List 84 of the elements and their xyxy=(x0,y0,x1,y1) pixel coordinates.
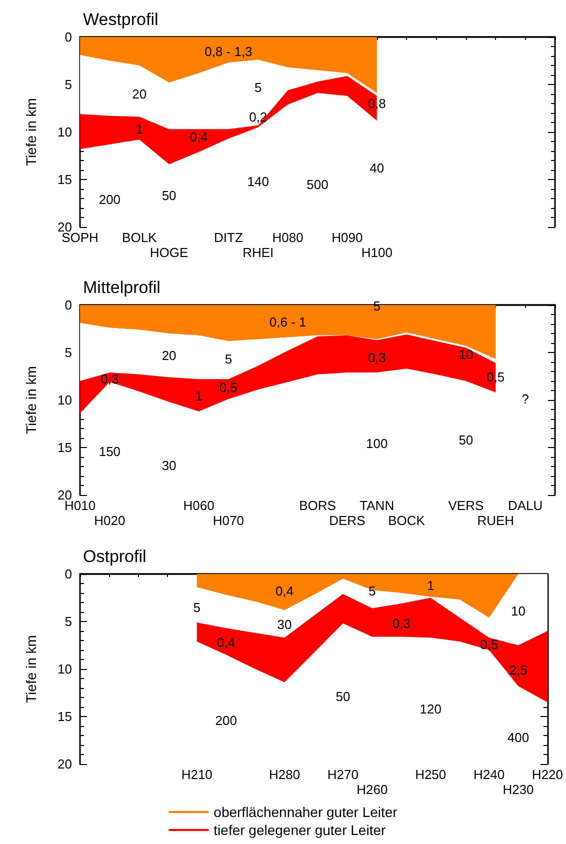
annotation: 1 xyxy=(426,578,434,593)
x-tick-label: DERS xyxy=(329,513,366,528)
annotation: 0,2 xyxy=(249,109,268,124)
x-tick-label: H280 xyxy=(268,767,300,782)
annotation: 1 xyxy=(195,388,202,404)
annotation: 30 xyxy=(277,616,292,632)
annotation: 10 xyxy=(511,604,526,619)
annotation: 50 xyxy=(336,689,350,704)
x-tick-label: H020 xyxy=(94,513,126,528)
annotation: 50 xyxy=(458,432,474,448)
annotation: 5 xyxy=(254,80,262,95)
annotation: 0,4 xyxy=(275,584,294,599)
annotation: 40 xyxy=(370,160,384,176)
x-tick-label: H260 xyxy=(356,782,388,797)
y-tick-label: 10 xyxy=(58,662,72,676)
annotation: 140 xyxy=(247,174,269,189)
chart-title: Ostprofil xyxy=(83,547,146,566)
x-tick-label: TANN xyxy=(360,498,394,513)
x-tick-label: BOLK xyxy=(122,230,158,245)
annotation: 200 xyxy=(215,712,237,728)
y-tick-label: 5 xyxy=(64,345,72,360)
x-tick-label: VERS xyxy=(448,498,484,513)
legend-label: tiefer gelegener guter Leiter xyxy=(214,822,386,838)
y-tick-label: 5 xyxy=(64,77,72,92)
x-tick-label: BOCK xyxy=(388,513,426,528)
y-tick-label: 20 xyxy=(58,756,72,772)
annotation: 5 xyxy=(193,600,200,615)
annotation: 0,8 - 1,3 xyxy=(204,44,252,59)
y-tick-label: 10 xyxy=(58,392,72,408)
annotation: 10 xyxy=(458,346,474,362)
y-tick-label: 15 xyxy=(58,172,72,187)
x-tick-label: H060 xyxy=(183,498,214,513)
annotation: 120 xyxy=(420,701,442,716)
x-tick-label: H090 xyxy=(332,230,363,245)
annotation: 0,6 - 1 xyxy=(269,314,306,330)
y-tick-label: 10 xyxy=(58,124,72,140)
x-tick-label: RHEI xyxy=(242,245,274,260)
x-tick-label: H250 xyxy=(415,767,446,782)
y-tick-label: 5 xyxy=(64,614,72,629)
x-tick-label: RUEH xyxy=(477,513,514,528)
annotation: 0,3 xyxy=(368,350,386,365)
x-tick-label: H100 xyxy=(361,245,392,260)
annotation: 50 xyxy=(162,188,176,204)
annotation: 500 xyxy=(306,176,328,192)
x-tick-label: H210 xyxy=(181,767,212,782)
x-tick-label: HOGE xyxy=(150,245,189,260)
annotation: 5 xyxy=(224,352,232,367)
x-tick-label: BORS xyxy=(299,498,336,513)
annotation: 30 xyxy=(162,458,176,474)
annotation: 150 xyxy=(98,444,121,459)
y-tick-label: 20 xyxy=(58,488,72,502)
legend-label: oberflächennaher guter Leiter xyxy=(214,804,398,820)
annotation: 0,3 xyxy=(100,372,119,387)
x-tick-label: H080 xyxy=(272,230,304,245)
annotation: 100 xyxy=(366,436,388,452)
annotation: 0,5 xyxy=(480,636,498,652)
annotation: 0,4 xyxy=(217,634,236,650)
y-axis-title: Tiefe in km xyxy=(23,366,39,434)
x-tick-label: H240 xyxy=(473,767,505,782)
annotation: 20 xyxy=(132,86,147,102)
annotation: 200 xyxy=(98,192,121,207)
x-tick-label: DALU xyxy=(508,498,543,513)
y-tick-label: 15 xyxy=(58,440,72,455)
annotation: 0,5 xyxy=(219,380,238,396)
annotation: 0,3 xyxy=(392,616,410,631)
x-tick-label: DITZ xyxy=(214,230,243,245)
y-tick-label: 0 xyxy=(64,298,72,312)
x-tick-label: H270 xyxy=(327,767,358,782)
annotation: ? xyxy=(522,392,529,407)
chart-title: Mittelprofil xyxy=(83,278,160,297)
y-tick-label: 0 xyxy=(64,566,72,582)
annotation: 0,4 xyxy=(190,129,208,144)
annotation: 20 xyxy=(162,348,176,363)
annotation: 2,5 xyxy=(509,662,528,678)
chart-title: Westprofil xyxy=(83,10,158,29)
annotation: 400 xyxy=(507,730,530,745)
x-tick-label: H070 xyxy=(212,513,244,528)
y-tick-label: 15 xyxy=(58,709,72,724)
annotation: 1 xyxy=(136,122,143,137)
x-tick-label: H230 xyxy=(502,782,534,797)
y-axis-title: Tiefe in km xyxy=(23,98,39,166)
x-tick-label: H220 xyxy=(532,767,563,782)
y-tick-label: 0 xyxy=(64,30,72,44)
y-axis-title: Tiefe in km xyxy=(23,635,39,703)
